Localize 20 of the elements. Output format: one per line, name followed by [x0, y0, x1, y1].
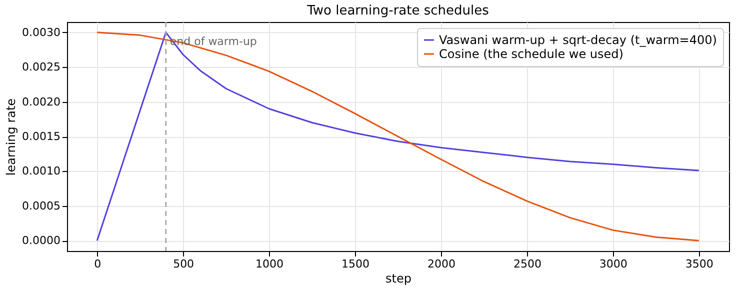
x-tick-label: 1000: [256, 258, 284, 270]
x-tick-label: 3500: [685, 258, 714, 270]
legend-label: Cosine (the schedule we used): [439, 47, 624, 61]
legend-label: Vaswani warm-up + sqrt-decay (t_warm=400): [439, 33, 717, 47]
x-tick-label: 3000: [599, 258, 628, 270]
x-tick-label: 2000: [427, 258, 456, 270]
y-axis-title: learning rate: [4, 98, 18, 176]
x-tick-label: 500: [173, 258, 194, 270]
x-tick-label: 1500: [342, 258, 370, 270]
y-tick-label: 0.0000: [22, 234, 60, 248]
y-tick-label: 0.0020: [22, 95, 60, 108]
y-tick-label: 0.0025: [22, 60, 60, 74]
x-axis-title: step: [386, 272, 412, 286]
y-tick-label: 0.0030: [22, 26, 60, 39]
y-tick-label: 0.0005: [22, 199, 60, 212]
y-tick-label: 0.0010: [22, 164, 60, 178]
y-tick-label: 0.0015: [22, 130, 60, 143]
x-tick-label: 0: [94, 258, 102, 270]
x-tick-label: 2500: [513, 258, 542, 270]
chart-title: Two learning-rate schedules: [306, 3, 490, 18]
